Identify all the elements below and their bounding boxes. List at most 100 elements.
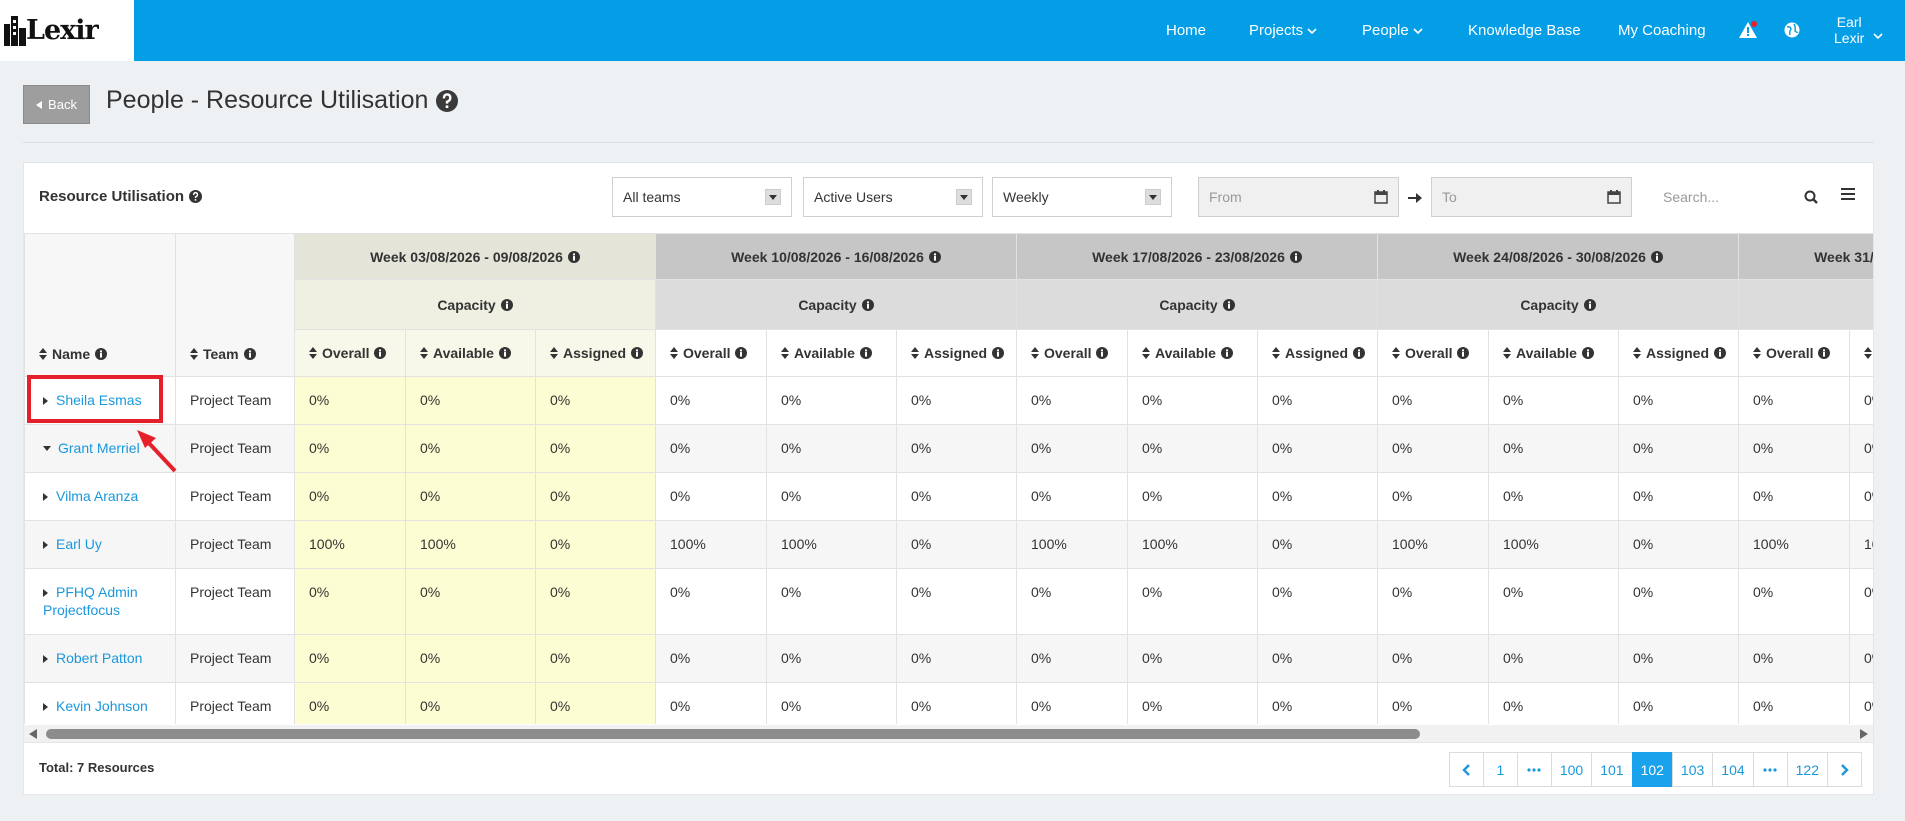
current-page[interactable]: 102 — [1631, 752, 1673, 787]
resource-link[interactable]: PFHQ Admin Projectfocus — [43, 584, 138, 618]
expand-toggle[interactable] — [43, 397, 49, 406]
sort-icon[interactable] — [1864, 346, 1872, 359]
help-icon-part — [446, 104, 449, 108]
page-ellipsis[interactable] — [1752, 752, 1788, 787]
collapse-toggle[interactable] — [43, 446, 51, 452]
subcolumn-header[interactable]: Overall — [294, 329, 406, 377]
search-button[interactable] — [1804, 190, 1818, 207]
subcolumn-header[interactable]: Assigned — [1257, 329, 1378, 377]
info-icon-part — [636, 351, 639, 357]
subcolumn-header[interactable]: Available — [1849, 329, 1873, 377]
alerts[interactable] — [1738, 21, 1758, 42]
sort-icon[interactable] — [1142, 346, 1150, 359]
subcolumn-header[interactable]: Overall — [655, 329, 767, 377]
subcolumn-header[interactable]: Assigned — [896, 329, 1017, 377]
sort-icon[interactable] — [39, 348, 47, 360]
sort-icon[interactable] — [550, 346, 558, 359]
nav-item[interactable]: Knowledge Base — [1468, 0, 1581, 61]
info-icon-part — [1586, 351, 1589, 357]
expand-toggle[interactable] — [43, 493, 49, 502]
subcolumn-header[interactable]: Overall — [1016, 329, 1128, 377]
select-user-filter[interactable]: Active Users — [803, 177, 983, 217]
h-scrollbar[interactable] — [24, 725, 1873, 742]
date-to[interactable]: To — [1431, 177, 1632, 217]
title-text: People - Resource Utilisation — [106, 86, 429, 114]
resource-link[interactable]: Sheila Esmas — [56, 392, 142, 408]
value-cell: 0% — [1618, 424, 1739, 473]
sort-icon[interactable] — [1503, 346, 1511, 359]
page-link[interactable]: 103 — [1671, 752, 1714, 787]
expand-toggle[interactable] — [43, 703, 49, 712]
sort-icon[interactable] — [1031, 346, 1039, 359]
date-from[interactable]: From — [1198, 177, 1399, 217]
sort-icon[interactable] — [1753, 346, 1761, 359]
search-box[interactable]: Search... — [1663, 177, 1823, 217]
expand-toggle[interactable] — [43, 589, 49, 598]
nav-item[interactable]: Home — [1166, 0, 1206, 61]
subcolumn-header[interactable]: Assigned — [1618, 329, 1739, 377]
select-period[interactable]: Weekly — [992, 177, 1172, 217]
info-icon-part — [636, 348, 639, 351]
sort-icon[interactable] — [1272, 346, 1280, 359]
subcolumn-header[interactable]: Assigned — [535, 329, 656, 377]
info-icon-part — [379, 351, 382, 357]
select-team-filter[interactable]: All teams — [612, 177, 792, 217]
nav-item[interactable]: Projects — [1249, 0, 1317, 61]
expand-toggle[interactable] — [43, 541, 49, 550]
value-cell: 0% — [1377, 682, 1489, 724]
nav-item[interactable]: My Coaching — [1618, 0, 1706, 61]
sort-icon[interactable] — [781, 346, 789, 359]
value-cell: 0% — [1488, 424, 1619, 473]
sort-icon[interactable] — [1633, 346, 1641, 359]
col-name[interactable]: Name — [24, 233, 176, 377]
resource-link[interactable]: Robert Patton — [56, 650, 143, 666]
scroll-right[interactable] — [1860, 729, 1868, 739]
sort-icon[interactable] — [309, 346, 317, 359]
next-page-icon — [1840, 763, 1849, 776]
logo[interactable]: Lexir — [0, 0, 134, 61]
subcolumn-inner: Available — [1503, 345, 1594, 361]
page-link[interactable]: 1 — [1482, 752, 1518, 787]
value-cell: 0% — [294, 682, 406, 724]
menu-button[interactable] — [1841, 187, 1855, 203]
user-menu[interactable]: Earl Lexir — [1834, 14, 1864, 46]
scroll-left[interactable] — [29, 729, 37, 739]
capacity-label: Capacity — [1520, 296, 1579, 313]
resource-link[interactable]: Earl Uy — [56, 536, 102, 552]
scroll-thumb[interactable] — [46, 729, 1420, 739]
info-icon-part — [1101, 348, 1104, 351]
sort-icon-part — [781, 353, 789, 359]
subcolumn-header[interactable]: Overall — [1377, 329, 1489, 377]
page-link[interactable]: 101 — [1591, 752, 1633, 787]
expand-toggle[interactable] — [43, 655, 49, 664]
subcolumn-inner: Available — [781, 345, 872, 361]
subcolumn-header[interactable]: Overall — [1738, 329, 1850, 377]
page-link[interactable]: 122 — [1786, 752, 1828, 787]
table-viewport: Name Team Week 03/08/2026 - 09/08/2026 Week… — [24, 233, 1873, 724]
resource-link[interactable]: Kevin Johnson — [56, 698, 148, 714]
col-team[interactable]: Team — [175, 233, 295, 377]
page-link[interactable]: 104 — [1712, 752, 1754, 787]
language[interactable] — [1784, 22, 1800, 41]
prev-page[interactable] — [1448, 752, 1484, 787]
subcolumn-header[interactable]: Available — [1488, 329, 1619, 377]
user-chevron[interactable] — [1873, 27, 1883, 43]
subcolumn-header[interactable]: Available — [1127, 329, 1258, 377]
subcolumn-header[interactable]: Available — [405, 329, 536, 377]
resource-link[interactable]: Grant Merriel — [58, 440, 140, 456]
resource-link[interactable]: Vilma Aranza — [56, 488, 139, 504]
subcolumn-label: Overall — [1044, 344, 1092, 361]
nav-item[interactable]: People — [1362, 0, 1423, 61]
sort-icon-part — [911, 353, 919, 359]
page-link[interactable]: 100 — [1550, 752, 1593, 787]
value-cell: 0% — [766, 472, 897, 521]
sort-icon[interactable] — [911, 346, 919, 359]
back-button[interactable]: Back — [23, 85, 90, 124]
page-ellipsis[interactable] — [1516, 752, 1552, 787]
sort-icon[interactable] — [670, 346, 678, 359]
sort-icon[interactable] — [420, 346, 428, 359]
sort-icon[interactable] — [190, 348, 198, 360]
sort-icon[interactable] — [1392, 346, 1400, 359]
next-page[interactable] — [1827, 752, 1862, 787]
subcolumn-header[interactable]: Available — [766, 329, 897, 377]
